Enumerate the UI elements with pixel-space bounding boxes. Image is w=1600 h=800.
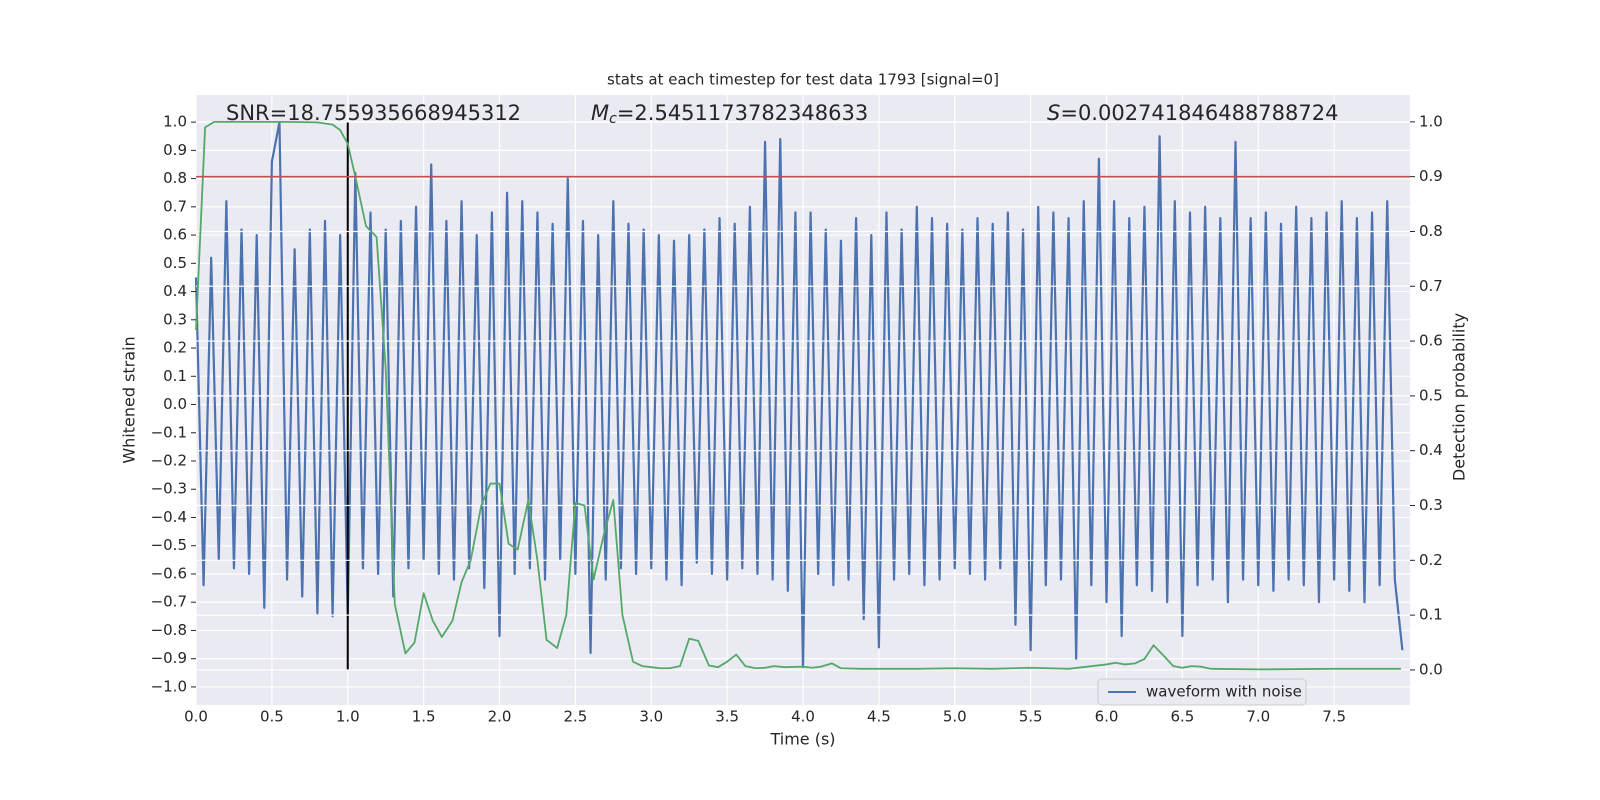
y-tick-label: 0.5 (163, 254, 187, 272)
y-tick-label: 0.3 (163, 310, 187, 328)
mc-value: =2.5451173782348633 (617, 101, 868, 125)
s-symbol: S (1047, 101, 1060, 125)
x-tick-label: 7.0 (1246, 708, 1270, 726)
y-tick-label: −0.2 (151, 452, 187, 470)
x-tick-label: 2.5 (563, 708, 587, 726)
y-tick-label: −0.5 (151, 536, 187, 554)
y-tick-label: 0.4 (163, 282, 187, 300)
x-tick-label: 2.0 (488, 708, 512, 726)
y-tick-label: −0.8 (151, 621, 187, 639)
y2-tick-label: 0.7 (1419, 277, 1443, 295)
x-tick-label: 3.0 (639, 708, 663, 726)
y-tick-label: 0.0 (163, 395, 187, 413)
y2-tick-label: 0.2 (1419, 551, 1443, 569)
x-tick-label: 5.5 (1019, 708, 1043, 726)
y2-tick-label: 0.5 (1419, 386, 1443, 404)
legend: waveform with noise (1097, 678, 1307, 706)
x-tick-label: 6.5 (1170, 708, 1194, 726)
y-tick-label: 0.2 (163, 339, 187, 357)
y-tick-label: 0.9 (163, 141, 187, 159)
y-tick-label: −0.6 (151, 564, 187, 582)
mc-symbol: M (591, 101, 609, 125)
series-line (195, 120, 1401, 671)
x-tick-label: 3.5 (715, 708, 739, 726)
x-tick-label: 7.5 (1322, 708, 1346, 726)
over-layer: waveform with noise (195, 120, 1410, 706)
s-annotation: S=0.002741846488788724 (1047, 101, 1338, 125)
y-tick-label: −0.9 (151, 649, 187, 667)
y2-tick-label: 0.4 (1419, 441, 1443, 459)
y-tick-label: 0.7 (163, 197, 187, 215)
y-tick-label: 0.1 (163, 367, 187, 385)
x-tick-label: 1.5 (412, 708, 436, 726)
snr-annotation: SNR=18.755935668945312 (226, 101, 521, 125)
y2-tick-label: 0.9 (1419, 167, 1443, 185)
x-tick-label: 5.0 (943, 708, 967, 726)
x-tick-label: 0.0 (184, 708, 208, 726)
y-tick-label: −0.1 (151, 423, 187, 441)
x-tick-label: 1.0 (336, 708, 360, 726)
y-tick-label: −1.0 (151, 677, 187, 695)
y-tick-label: −0.7 (151, 593, 187, 611)
y-tick-label: −0.4 (151, 508, 187, 526)
y2-tick-label: 0.1 (1419, 606, 1443, 624)
y2-tick-label: 0.8 (1419, 222, 1443, 240)
x-tick-label: 0.5 (260, 708, 284, 726)
y-tick-label: 1.0 (163, 113, 187, 131)
y-tick-label: 0.6 (163, 226, 187, 244)
y-axis-label: Whitened strain (120, 336, 139, 463)
legend-label: waveform with noise (1146, 683, 1302, 701)
legend-box (1097, 678, 1307, 706)
mc-subscript: c (609, 111, 617, 127)
x-tick-label: 6.0 (1095, 708, 1119, 726)
chart-title: stats at each timestep for test data 179… (607, 71, 999, 89)
x-tick-label: 4.0 (791, 708, 815, 726)
x-axis-label: Time (s) (769, 730, 835, 749)
x-tick-label: 4.5 (867, 708, 891, 726)
s-value: =0.002741846488788724 (1060, 101, 1338, 125)
y2-tick-label: 0.6 (1419, 332, 1443, 350)
mc-annotation: Mc=2.5451173782348633 (591, 101, 868, 127)
y-tick-label: −0.3 (151, 480, 187, 498)
y-tick-label: 0.8 (163, 169, 187, 187)
y2-tick-label: 0.0 (1419, 660, 1443, 678)
y2-tick-label: 0.3 (1419, 496, 1443, 514)
y2-tick-label: 1.0 (1419, 112, 1443, 130)
y2-axis-label: Detection probability (1450, 313, 1469, 481)
